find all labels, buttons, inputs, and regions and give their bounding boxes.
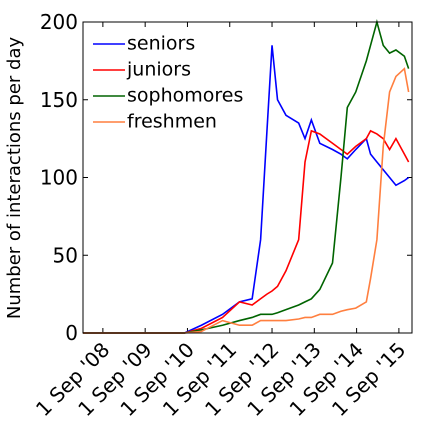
y-tick-label: 100 — [40, 166, 78, 190]
y-tick-label: 50 — [53, 243, 78, 267]
plot-frame — [82, 21, 413, 334]
legend-label: juniors — [126, 59, 191, 81]
y-axis-label: Number of interactions per day — [4, 37, 25, 320]
y-tick-label: 200 — [40, 10, 78, 34]
legend-label: sophomores — [127, 85, 243, 107]
legend-label: freshmen — [127, 111, 217, 133]
series-line — [83, 18, 410, 334]
y-tick-label: 0 — [65, 321, 78, 345]
legend-label: seniors — [127, 33, 195, 55]
series-line — [83, 129, 410, 334]
y-tick-label: 150 — [40, 88, 78, 112]
series-line — [83, 67, 410, 334]
